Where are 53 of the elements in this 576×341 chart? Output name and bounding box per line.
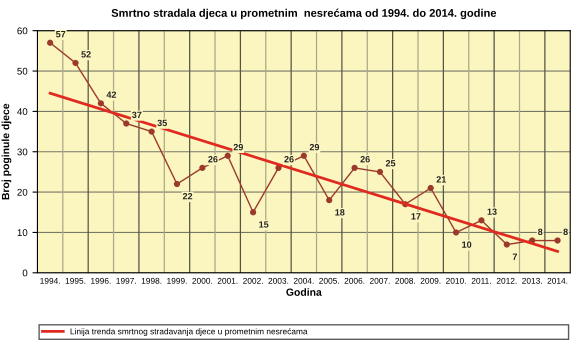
- data-label: 26: [284, 156, 294, 162]
- data-label: 29: [310, 144, 320, 150]
- y-tick-label: 60: [17, 27, 28, 34]
- data-label: 52: [81, 51, 91, 58]
- x-tick-label: 2006.: [344, 278, 364, 284]
- data-label: 37: [132, 112, 142, 118]
- data-label: 8: [563, 228, 568, 236]
- y-tick-label: 20: [17, 188, 28, 196]
- x-tick-label: 2007.: [370, 278, 390, 284]
- data-label: 35: [157, 120, 167, 126]
- x-tick-label: 2012.: [496, 278, 516, 284]
- x-tick-label: 2002.: [243, 278, 263, 284]
- data-label: 17: [411, 213, 421, 220]
- x-tick-label: 2008.: [395, 278, 415, 284]
- legend-label: Linija trenda smrtnog stradavanja djece u prometnim nesrećama: [70, 328, 308, 336]
- data-label: 26: [360, 156, 370, 162]
- x-tick-label: 2009.: [420, 278, 440, 284]
- y-tick-label: 50: [17, 68, 28, 75]
- data-label: 8: [538, 228, 542, 236]
- data-label: 18: [335, 209, 345, 216]
- data-label: 22: [182, 193, 192, 200]
- x-tick-label: 2005.: [319, 278, 339, 284]
- x-tick-label: 2000.: [192, 278, 212, 284]
- x-tick-label: 1997.: [116, 278, 136, 284]
- data-label: 7: [512, 254, 517, 260]
- data-label: 25: [386, 160, 396, 166]
- x-tick-label: 2011.: [472, 278, 491, 284]
- data-label: 10: [462, 241, 472, 248]
- x-tick-label: 1999.: [167, 278, 187, 284]
- data-label: 42: [106, 91, 116, 98]
- x-tick-label: 1998.: [142, 278, 162, 284]
- data-label: 21: [436, 176, 446, 183]
- y-tick-label: 10: [18, 229, 28, 236]
- x-axis-title: Godina: [286, 288, 322, 296]
- data-label: 26: [208, 156, 218, 162]
- y-tick-label: 40: [17, 108, 28, 116]
- x-tick-label: 1996.: [91, 278, 111, 284]
- x-tick-label: 1994.: [40, 278, 60, 284]
- x-tick-label: 2001.: [218, 278, 238, 284]
- data-label: 13: [488, 208, 497, 215]
- data-label: 15: [259, 221, 268, 228]
- y-tick-label: 0: [22, 270, 28, 276]
- data-label: 29: [234, 144, 243, 150]
- x-tick-label: 1995.: [66, 278, 86, 284]
- data-label: 57: [56, 31, 66, 38]
- x-tick-label: 2003.: [268, 278, 288, 284]
- x-tick-label: 2004.: [294, 278, 314, 284]
- y-axis-title: Broj poginule djece: [2, 104, 12, 200]
- x-tick-label: 2010.: [446, 278, 466, 284]
- y-tick-label: 30: [17, 148, 28, 156]
- x-tick-label: 2014.: [548, 278, 568, 284]
- x-tick-label: 2013.: [522, 278, 542, 284]
- chart-title: Smrtno stradala djeca u prometnim nesrećama od 1994. do 2014. godine: [112, 8, 496, 20]
